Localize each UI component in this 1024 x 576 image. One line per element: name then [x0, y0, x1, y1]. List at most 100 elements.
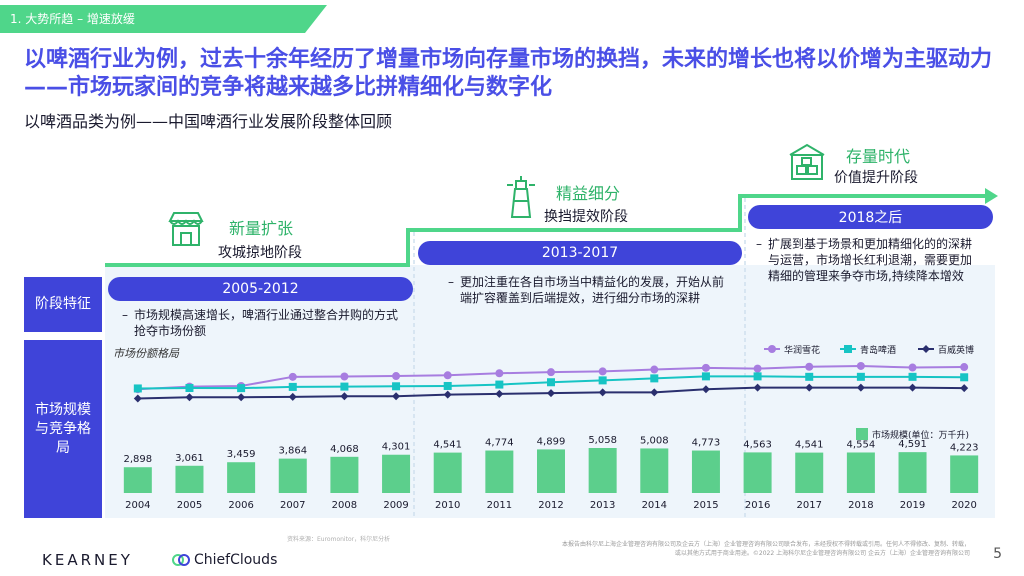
series-point: [908, 372, 917, 381]
bar-value-label: 3,864: [278, 446, 307, 457]
period-1-bullet: 市场规模高速增长，啤酒行业通过整合并购的方式抢夺市场份额: [122, 307, 404, 339]
bar: [640, 448, 669, 493]
source-note: 资料来源：Euromonitor，科尔尼分析: [287, 536, 391, 543]
x-tick-label: 2020: [951, 500, 976, 511]
series-point: [133, 384, 142, 393]
series-point: [340, 392, 349, 401]
legend-marker: [768, 345, 776, 353]
x-tick-label: 2004: [125, 500, 150, 511]
bar-value-label: 4,541: [433, 440, 462, 451]
lighthouse-icon: [507, 176, 535, 218]
period-3-bullet: 扩展到基于场景和更加精细化的的深耕与运营，市场增长红利退潮，需要更加精细的管理来…: [756, 236, 980, 284]
bar-value-label: 5,058: [588, 435, 617, 446]
chart-title: 市场份额格局: [113, 347, 179, 360]
section-tag: 1. 大势所趋 – 增速放缓: [10, 12, 135, 26]
x-tick-label: 2014: [642, 500, 667, 511]
legend-marker: [922, 345, 930, 353]
period-2-bullet: 更加注重在各自市场当中精益化的发展，开始从前端扩容覆盖到后端提效，进行细分市场的…: [448, 274, 725, 306]
bar-value-label: 4,774: [485, 438, 514, 449]
series-point: [701, 385, 710, 394]
period-pill-3: 2018之后: [748, 205, 993, 229]
bar: [950, 455, 979, 493]
series-point: [288, 372, 297, 381]
bar-value-label: 4,068: [330, 444, 359, 455]
bar: [330, 456, 359, 493]
series-point: [340, 372, 349, 381]
bar: [227, 462, 256, 493]
bar: [278, 458, 307, 493]
bar-value-label: 3,459: [227, 449, 256, 460]
bar-value-label: 2,898: [124, 454, 153, 465]
series-point: [960, 363, 969, 372]
x-tick-label: 2017: [797, 500, 822, 511]
series-point: [495, 369, 504, 378]
stage-2-desc: 换挡提效阶段: [544, 209, 628, 225]
series-point: [443, 390, 452, 399]
series-point: [856, 372, 865, 381]
series-point: [598, 388, 607, 397]
x-tick-label: 2008: [332, 500, 357, 511]
series-point: [650, 388, 659, 397]
bar: [485, 450, 514, 493]
x-tick-label: 2012: [538, 500, 563, 511]
bar: [795, 452, 824, 493]
series-point: [495, 389, 504, 398]
series-point: [805, 362, 814, 371]
series-point: [547, 389, 555, 398]
kearney-logo: KEARNEY: [42, 551, 133, 569]
row-label-features: 阶段特征: [24, 277, 102, 332]
series-point: [598, 367, 607, 376]
x-tick-label: 2010: [435, 500, 460, 511]
page-subtitle: 以啤酒品类为例——中国啤酒行业发展阶段整体回顾: [24, 112, 393, 131]
chiefclouds-icon: [172, 554, 190, 566]
series-point: [547, 378, 555, 387]
series-point: [650, 374, 659, 383]
series-point: [701, 372, 710, 381]
chiefclouds-logo: ChiefClouds: [172, 552, 277, 568]
stage-3-desc: 价值提升阶段: [834, 170, 918, 186]
legend-label: 市场规模(单位：万千升): [872, 429, 969, 441]
stage-2-name: 精益细分: [556, 184, 621, 203]
legend-marker: [844, 345, 852, 353]
bar: [898, 452, 927, 493]
x-tick-label: 2016: [745, 500, 770, 511]
bar-value-label: 4,554: [847, 439, 876, 450]
series-point: [185, 393, 194, 402]
series-point: [908, 383, 917, 392]
x-tick-label: 2007: [280, 500, 305, 511]
bar: [123, 467, 152, 493]
bar: [537, 449, 565, 493]
bar: [691, 450, 720, 493]
bar-value-label: 4,899: [537, 436, 566, 447]
series-point: [908, 363, 917, 372]
x-tick-label: 2015: [693, 500, 718, 511]
stage-step-line: [105, 194, 985, 267]
series-point: [392, 372, 401, 381]
series-point: [392, 382, 401, 391]
legend-label: 百威英博: [938, 344, 974, 356]
period-pill-2: 2013-2017: [418, 241, 742, 265]
bar: [433, 452, 462, 493]
bar-value-label: 4,591: [898, 439, 927, 450]
series-point: [288, 382, 297, 391]
bar: [846, 452, 875, 493]
legend-label: 华润雪花: [784, 344, 820, 356]
stage-1-name: 新量扩张: [229, 219, 294, 238]
series-point: [185, 383, 194, 392]
x-tick-label: 2019: [900, 500, 925, 511]
x-tick-label: 2018: [848, 500, 873, 511]
series-point: [650, 365, 659, 374]
boxes-icon: [789, 143, 825, 180]
series-point: [495, 380, 504, 389]
bar-value-label: 4,301: [382, 442, 411, 453]
x-tick-label: 2006: [228, 500, 253, 511]
series-point: [805, 372, 814, 381]
stage-arrow-head: [985, 188, 998, 204]
series-point: [753, 364, 762, 373]
series-point: [237, 393, 246, 402]
stage-3-name: 存量时代: [846, 147, 911, 166]
series-point: [753, 372, 762, 381]
series-point: [960, 384, 969, 393]
x-tick-label: 2011: [487, 500, 512, 511]
